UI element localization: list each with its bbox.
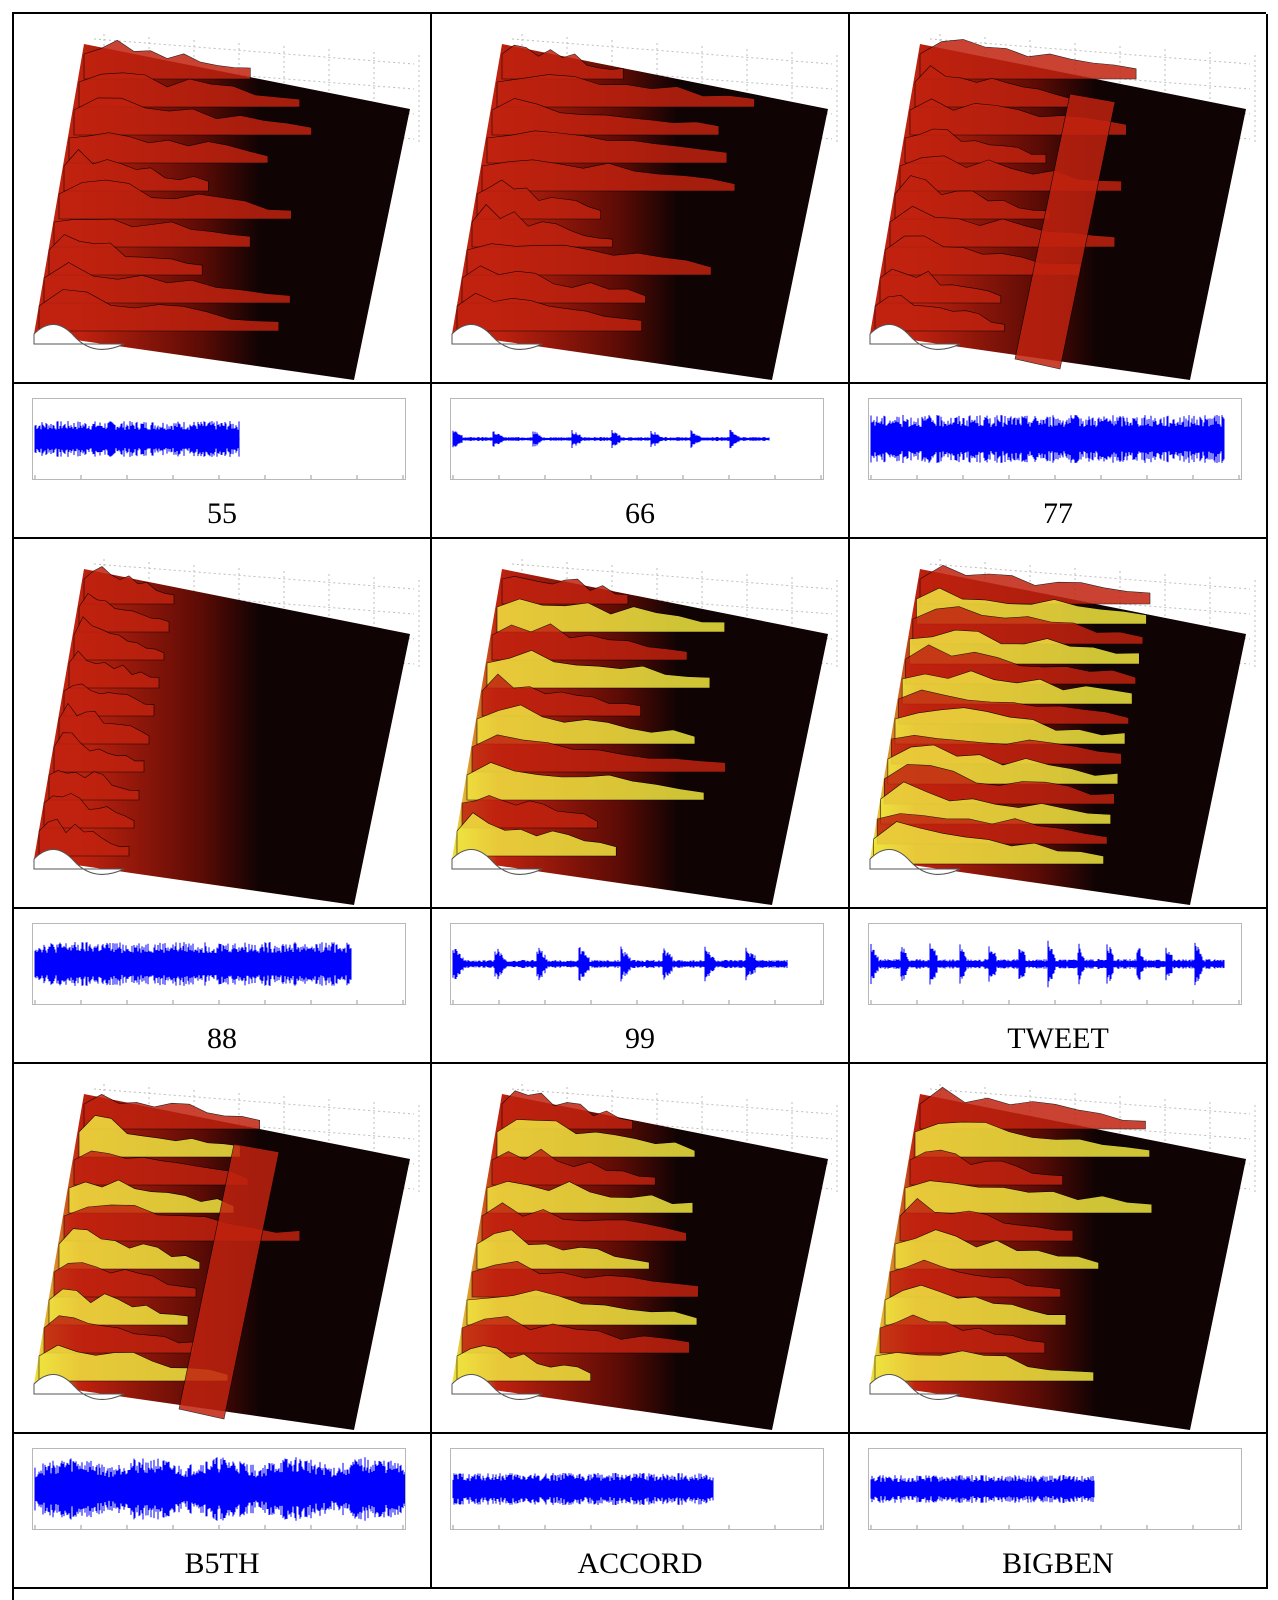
panel-55: 55 xyxy=(14,14,432,539)
panel-caption: TWEET xyxy=(850,1021,1266,1057)
panel-bigben: BIGBEN xyxy=(850,1064,1268,1589)
waveform-trace xyxy=(871,1475,1094,1503)
figure-grid: 55 66 77 88 99 TWEET B5TH ACCORD BIGBEN xyxy=(12,12,1266,1600)
waveform-plot xyxy=(450,398,824,480)
waveform-trace xyxy=(453,430,769,448)
waveform-trace xyxy=(35,942,351,986)
surface-plot xyxy=(14,539,430,909)
panel-66: 66 xyxy=(432,14,850,539)
waveform-plot xyxy=(32,398,406,480)
panel-b5th: B5TH xyxy=(14,1064,432,1589)
waveform-plot xyxy=(32,1448,406,1530)
panel-caption: 55 xyxy=(14,496,430,532)
waveform-trace xyxy=(35,421,240,457)
waveform-plot xyxy=(450,923,824,1005)
surface-plot xyxy=(432,14,848,384)
surface-plot xyxy=(432,1064,848,1434)
panel-caption: B5TH xyxy=(14,1546,430,1582)
panel-caption: 88 xyxy=(14,1021,430,1057)
panel-caption: BIGBEN xyxy=(850,1546,1266,1582)
panel-77: 77 xyxy=(850,14,1268,539)
waveform-plot xyxy=(868,398,1242,480)
surface-plot xyxy=(432,539,848,909)
surface-plot xyxy=(850,1064,1266,1434)
waveform-trace xyxy=(871,941,1224,987)
panel-tweet: TWEET xyxy=(850,539,1268,1064)
waveform-trace xyxy=(871,415,1224,463)
waveform-plot xyxy=(868,923,1242,1005)
panel-caption: 66 xyxy=(432,496,848,532)
panel-caption: ACCORD xyxy=(432,1546,848,1582)
waveform-trace xyxy=(453,946,788,981)
waveform-plot xyxy=(868,1448,1242,1530)
panel-88: 88 xyxy=(14,539,432,1064)
waveform-trace xyxy=(453,1473,713,1505)
surface-plot xyxy=(850,14,1266,384)
waveform-plot xyxy=(450,1448,824,1530)
panel-caption: 77 xyxy=(850,496,1266,532)
panel-accord: ACCORD xyxy=(432,1064,850,1589)
waveform-plot xyxy=(32,923,406,1005)
panel-99: 99 xyxy=(432,539,850,1064)
panel-caption: 99 xyxy=(432,1021,848,1057)
surface-plot xyxy=(14,14,430,384)
surface-plot xyxy=(14,1064,430,1434)
waveform-trace xyxy=(35,1457,405,1521)
surface-plot xyxy=(850,539,1266,909)
